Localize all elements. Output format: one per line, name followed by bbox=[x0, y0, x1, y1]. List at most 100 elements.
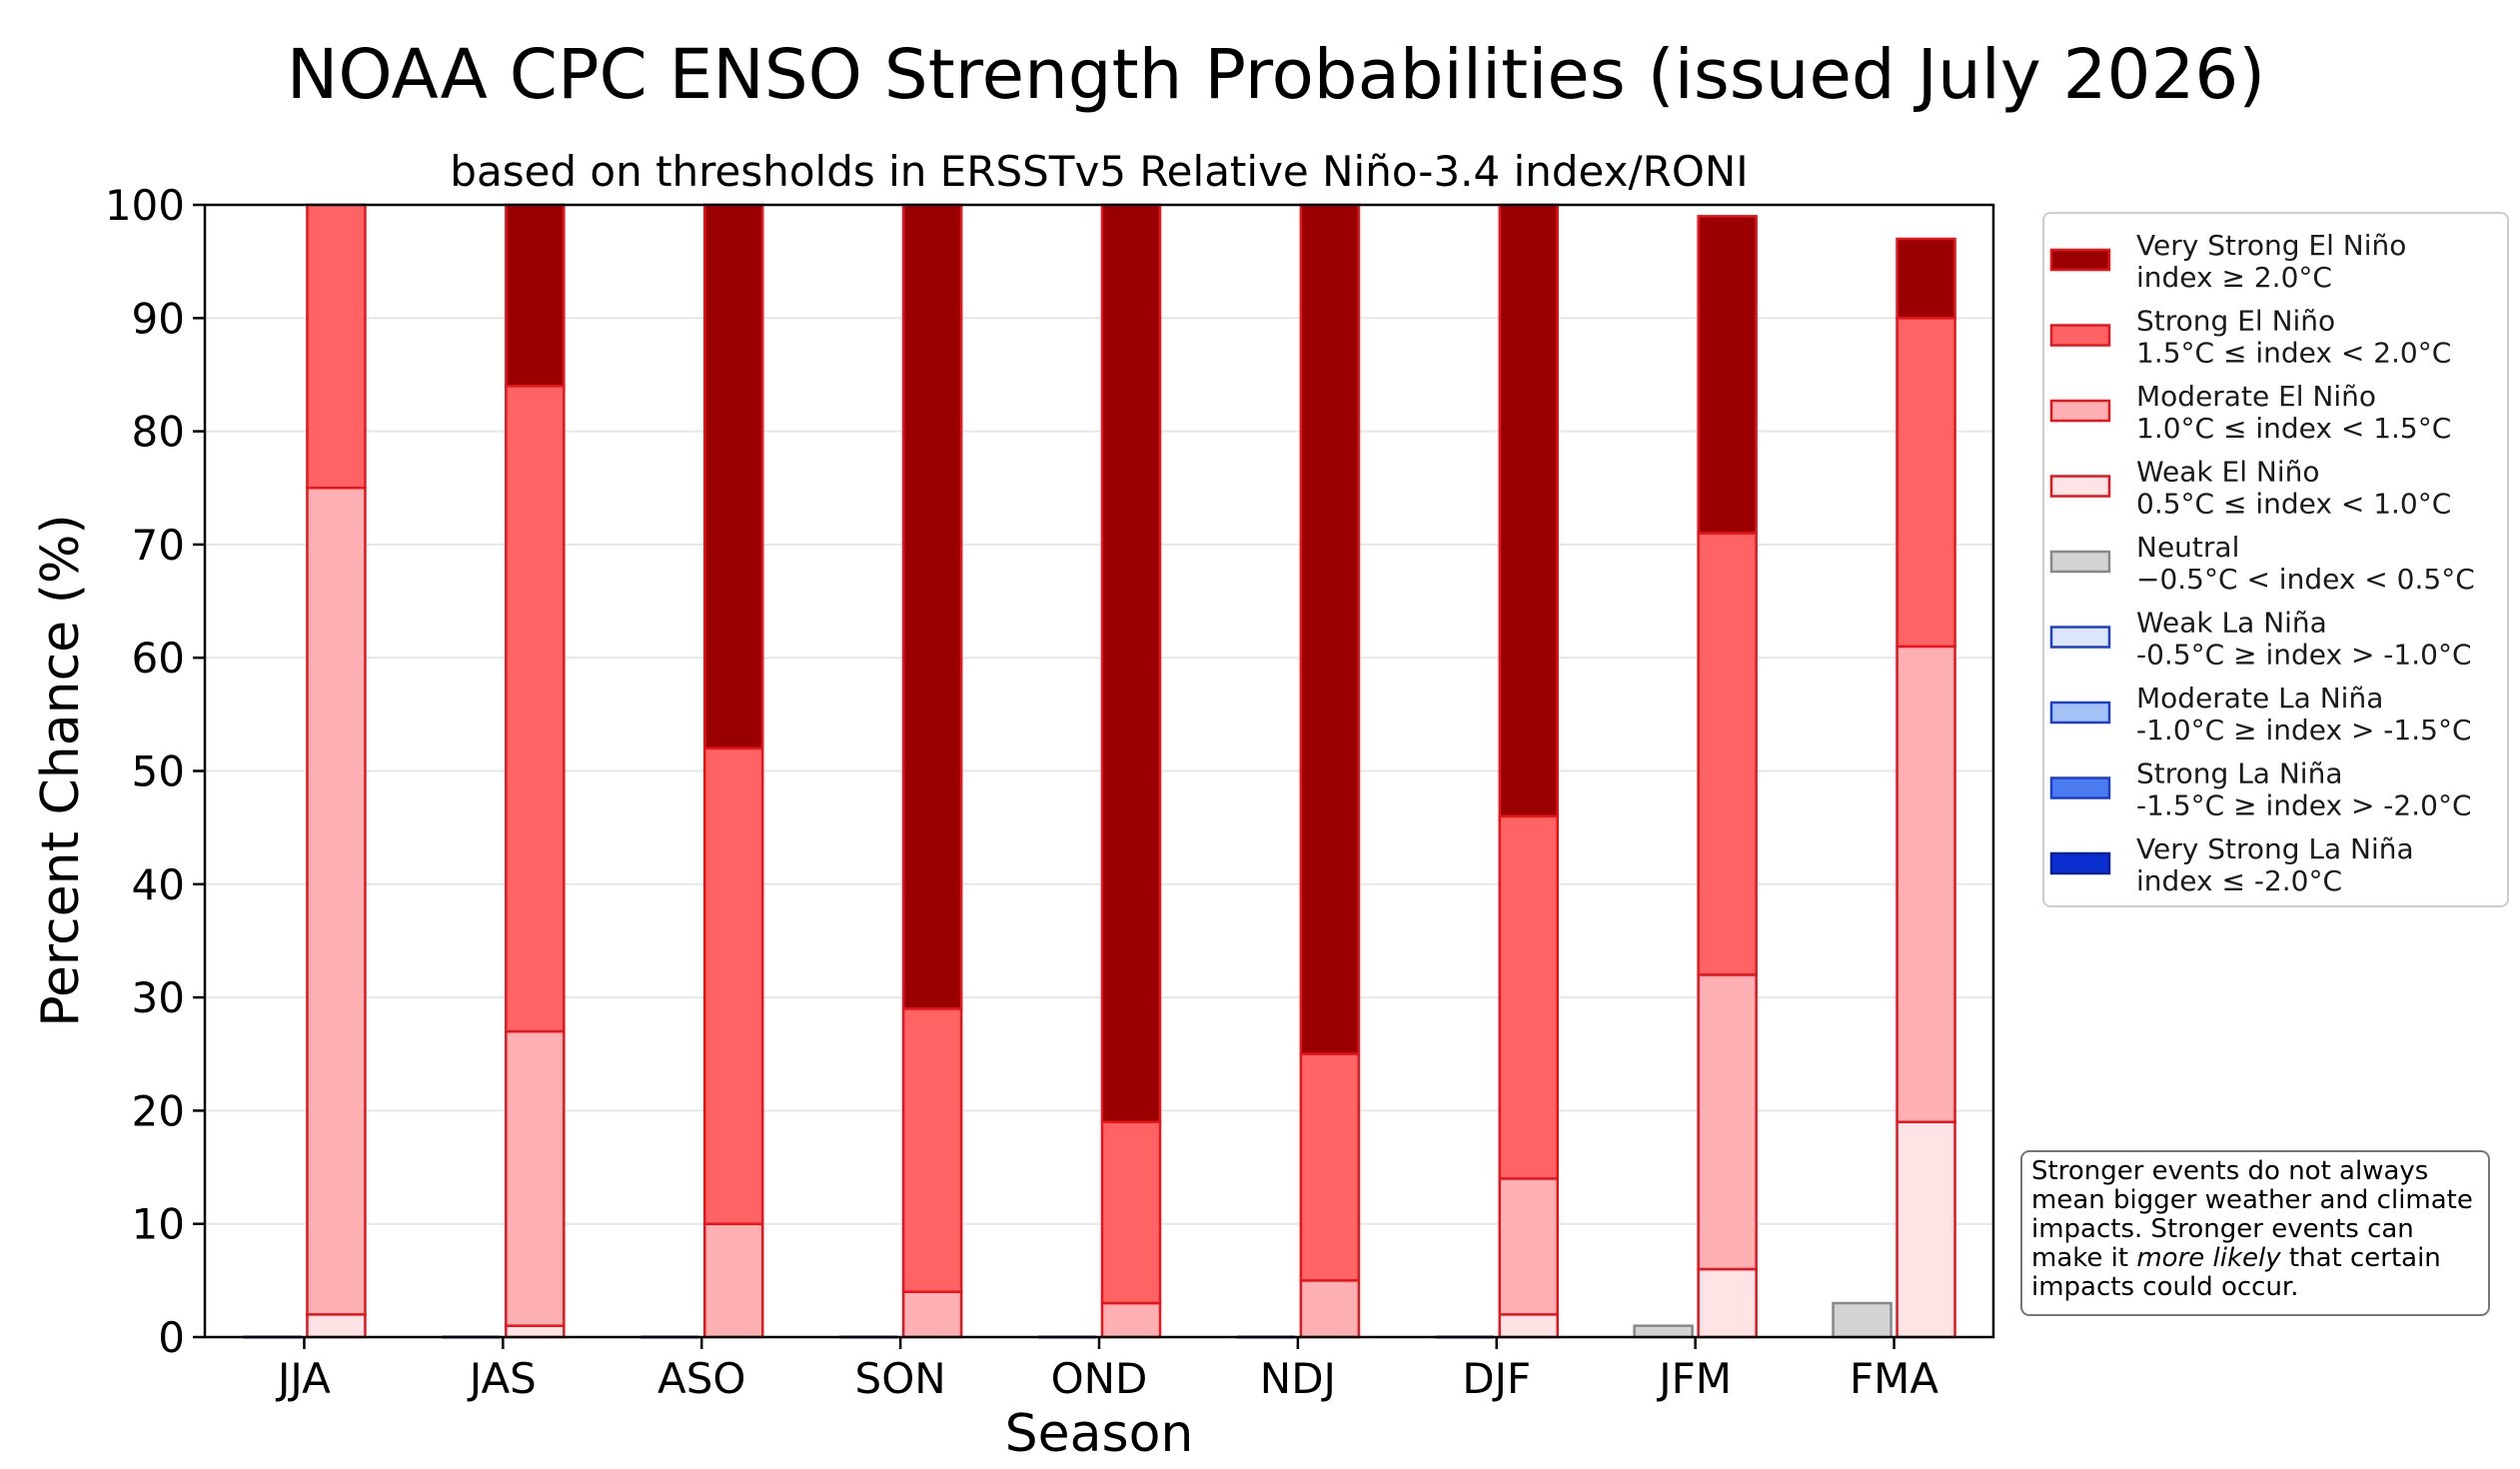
y-tick-label: 0 bbox=[158, 1313, 185, 1362]
annotation-line: Stronger events do not always bbox=[2031, 1156, 2428, 1186]
bar-weak-el-ni-o-fma bbox=[1895, 1120, 1956, 1339]
bar-strong-el-ni-o-jja bbox=[306, 203, 367, 490]
bar-strong-el-ni-o-jfm bbox=[1697, 532, 1758, 976]
x-tick-label-ond: OND bbox=[1051, 1354, 1148, 1403]
bar-very-strong-el-ni-o-jas bbox=[505, 203, 566, 388]
x-tick-label-fma: FMA bbox=[1850, 1354, 1938, 1403]
bar-weak-el-ni-o-jja bbox=[306, 1313, 367, 1339]
legend-label: Strong El Niño bbox=[2136, 305, 2335, 338]
bar-very-strong-el-ni-o-djf bbox=[1498, 203, 1560, 818]
legend-swatch bbox=[2049, 626, 2111, 649]
y-tick-label: 80 bbox=[132, 408, 185, 457]
x-tick-label-djf: DJF bbox=[1462, 1354, 1531, 1403]
bar-very-strong-el-ni-o-ond bbox=[1100, 203, 1162, 1123]
bar-moderate-el-ni-o-aso bbox=[702, 1222, 764, 1339]
legend-swatch bbox=[2049, 776, 2111, 799]
y-tick-label: 100 bbox=[105, 181, 185, 230]
y-tick-label: 30 bbox=[132, 973, 185, 1022]
bar-moderate-el-ni-o-jas bbox=[505, 1029, 566, 1327]
bar-moderate-el-ni-o-son bbox=[901, 1290, 963, 1339]
legend-swatch bbox=[2049, 550, 2111, 574]
bar-moderate-el-ni-o-ndj bbox=[1299, 1279, 1361, 1339]
annotation-segment: mean bigger weather and climate bbox=[2031, 1185, 2473, 1215]
annotation-segment: impacts. Stronger events can bbox=[2031, 1214, 2414, 1244]
x-tick-label-aso: ASO bbox=[657, 1354, 745, 1403]
legend-range: 0.5°C ≤ index < 1.0°C bbox=[2136, 488, 2451, 521]
bar-very-strong-el-ni-o-fma bbox=[1895, 237, 1956, 320]
x-tick-label-jja: JJA bbox=[275, 1354, 331, 1403]
bar-strong-el-ni-o-aso bbox=[702, 746, 764, 1225]
bar-strong-el-ni-o-ndj bbox=[1299, 1052, 1361, 1282]
bar-neutral-fma bbox=[1832, 1301, 1892, 1339]
legend-range: −0.5°C < index < 0.5°C bbox=[2136, 563, 2475, 596]
legend-range: -1.5°C ≥ index > -2.0°C bbox=[2136, 789, 2472, 822]
legend-label: Very Strong La Niña bbox=[2136, 832, 2414, 865]
bar-moderate-el-ni-o-fma bbox=[1895, 645, 1956, 1123]
bar-very-strong-el-ni-o-ndj bbox=[1299, 203, 1361, 1055]
y-axis-ticks: 0 10 20 30 40 50 60 70 80 90 100 bbox=[105, 181, 205, 1362]
legend-range: index ≥ 2.0°C bbox=[2136, 261, 2332, 294]
annotation-line: make it more likely that certain bbox=[2031, 1243, 2441, 1273]
legend-label: Weak El Niño bbox=[2136, 456, 2320, 489]
chart-title: NOAA CPC ENSO Strength Probabilities (is… bbox=[287, 35, 2265, 115]
legend-swatch bbox=[2049, 324, 2111, 347]
y-tick-label: 40 bbox=[132, 860, 185, 909]
x-tick-label-jfm: JFM bbox=[1656, 1354, 1732, 1403]
legend-label: Very Strong El Niño bbox=[2136, 229, 2406, 262]
bar-moderate-el-ni-o-jfm bbox=[1697, 973, 1758, 1271]
x-tick-label-ndj: NDJ bbox=[1260, 1354, 1336, 1403]
bar-very-strong-el-ni-o-aso bbox=[702, 203, 764, 750]
x-axis-ticks: JJA JAS ASO SON OND NDJ DJF JFM FMA bbox=[275, 1337, 1938, 1403]
legend-box bbox=[2042, 212, 2509, 907]
x-tick-label-jas: JAS bbox=[467, 1354, 537, 1403]
bar-very-strong-el-ni-o-son bbox=[901, 203, 963, 1010]
bar-strong-el-ni-o-ond bbox=[1100, 1120, 1162, 1305]
bar-strong-el-ni-o-fma bbox=[1895, 317, 1956, 649]
annotation-segment: more likely bbox=[2136, 1243, 2281, 1273]
annotation-line: impacts. Stronger events can bbox=[2031, 1214, 2414, 1244]
annotation-segment: impacts could occur. bbox=[2031, 1272, 2299, 1302]
bar-moderate-el-ni-o-jja bbox=[306, 487, 367, 1316]
legend-range: index ≤ -2.0°C bbox=[2136, 864, 2342, 897]
y-tick-label: 20 bbox=[132, 1086, 185, 1135]
y-tick-label: 10 bbox=[132, 1200, 185, 1249]
legend-swatch bbox=[2049, 851, 2111, 875]
legend-swatch bbox=[2049, 475, 2111, 498]
legend-label: Strong La Niña bbox=[2136, 757, 2343, 790]
bar-weak-el-ni-o-jas bbox=[505, 1324, 566, 1339]
legend-label: Neutral bbox=[2136, 531, 2239, 564]
y-tick-label: 60 bbox=[132, 634, 185, 683]
bar-weak-el-ni-o-jfm bbox=[1697, 1267, 1758, 1339]
annotation-segment: Stronger events do not always bbox=[2031, 1156, 2428, 1186]
y-axis-label: Percent Chance (%) bbox=[31, 514, 91, 1026]
gridlines bbox=[205, 317, 1993, 1225]
annotation-frame bbox=[2020, 1150, 2490, 1316]
legend-range: -0.5°C ≥ index > -1.0°C bbox=[2136, 639, 2472, 672]
bar-strong-el-ni-o-jas bbox=[505, 385, 566, 1033]
bar-moderate-el-ni-o-djf bbox=[1498, 1177, 1560, 1316]
bar-moderate-el-ni-o-ond bbox=[1100, 1301, 1162, 1339]
x-tick-label-son: SON bbox=[855, 1354, 946, 1403]
y-tick-label: 70 bbox=[132, 521, 185, 570]
annotation-line: mean bigger weather and climate bbox=[2031, 1185, 2473, 1215]
bar-strong-el-ni-o-son bbox=[901, 1007, 963, 1293]
y-tick-label: 50 bbox=[132, 747, 185, 796]
legend-range: 1.5°C ≤ index < 2.0°C bbox=[2136, 337, 2451, 370]
legend-swatch bbox=[2049, 701, 2111, 725]
bar-weak-el-ni-o-djf bbox=[1498, 1313, 1560, 1339]
bar-neutral-jfm bbox=[1633, 1324, 1694, 1339]
legend-range: 1.0°C ≤ index < 1.5°C bbox=[2136, 412, 2451, 445]
bar-very-strong-el-ni-o-jfm bbox=[1697, 215, 1758, 535]
annotation-line: impacts could occur. bbox=[2031, 1272, 2299, 1302]
legend-range: -1.0°C ≥ index > -1.5°C bbox=[2136, 714, 2472, 746]
annotation-segment: make it bbox=[2031, 1243, 2136, 1273]
annotation-segment: that certain bbox=[2281, 1243, 2441, 1273]
x-axis-label: Season bbox=[1005, 1404, 1194, 1464]
legend-label: Weak La Niña bbox=[2136, 607, 2327, 640]
chart-subtitle: based on thresholds in ERSSTv5 Relative … bbox=[450, 147, 1748, 196]
legend-swatch bbox=[2049, 248, 2111, 272]
